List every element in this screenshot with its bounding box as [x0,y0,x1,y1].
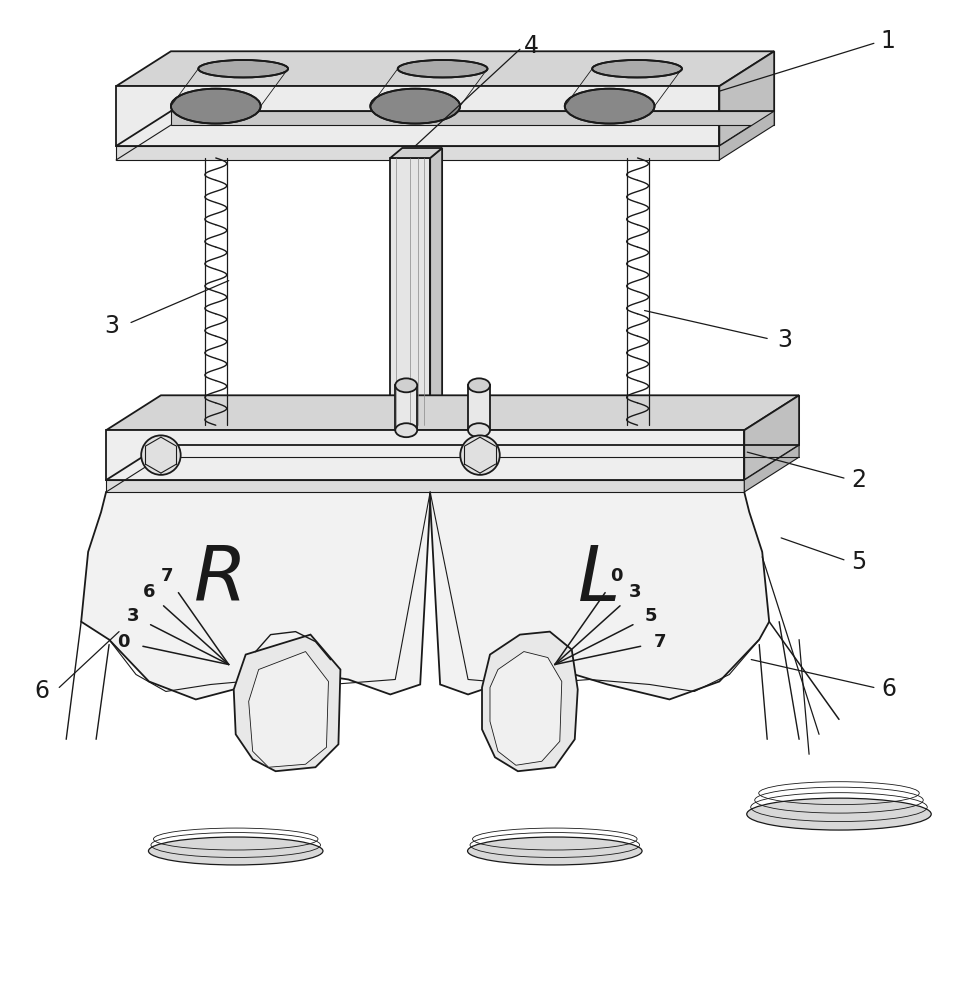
Ellipse shape [171,89,260,124]
Polygon shape [390,148,442,158]
Ellipse shape [468,423,490,437]
Text: 5: 5 [645,607,657,625]
Polygon shape [249,652,328,767]
Text: 1: 1 [881,29,895,53]
Text: 7: 7 [161,567,173,585]
Text: 3: 3 [104,314,119,338]
Polygon shape [744,395,799,480]
Polygon shape [744,445,799,492]
Ellipse shape [141,435,181,475]
Text: 3: 3 [126,607,139,625]
Polygon shape [468,385,490,430]
Polygon shape [106,395,799,430]
Text: L: L [579,543,620,617]
Ellipse shape [565,89,654,124]
Text: 3: 3 [777,328,792,352]
Polygon shape [482,632,578,771]
Polygon shape [430,492,769,699]
Ellipse shape [468,378,490,392]
Polygon shape [171,111,774,125]
Text: 6: 6 [34,679,50,703]
Text: 3: 3 [628,583,641,601]
Text: 6: 6 [143,583,155,601]
Ellipse shape [149,837,323,865]
Polygon shape [430,148,442,425]
Polygon shape [117,86,720,146]
Ellipse shape [395,378,418,392]
Polygon shape [395,385,418,430]
Ellipse shape [460,435,500,475]
Polygon shape [82,492,430,699]
Polygon shape [490,652,562,765]
Polygon shape [234,635,341,771]
Text: 2: 2 [851,468,866,492]
Polygon shape [117,51,774,86]
Polygon shape [106,480,744,492]
Ellipse shape [198,60,288,77]
Polygon shape [390,158,430,425]
Polygon shape [720,111,774,160]
Ellipse shape [592,60,682,77]
Ellipse shape [398,60,487,77]
Ellipse shape [395,423,418,437]
Text: 0: 0 [611,567,622,585]
Ellipse shape [747,798,931,830]
Text: 4: 4 [524,34,539,58]
Ellipse shape [370,89,460,124]
Polygon shape [106,430,744,480]
Text: R: R [194,543,248,617]
Text: 6: 6 [882,677,897,701]
Text: 5: 5 [851,550,866,574]
Polygon shape [720,51,774,146]
Ellipse shape [468,837,642,865]
Polygon shape [117,146,720,160]
Text: 7: 7 [653,633,666,651]
Polygon shape [402,148,442,415]
Text: 0: 0 [117,633,130,651]
